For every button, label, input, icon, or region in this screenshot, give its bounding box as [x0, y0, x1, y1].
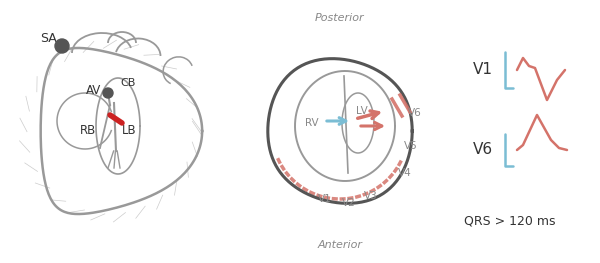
Circle shape	[103, 88, 113, 98]
Text: V4: V4	[398, 168, 412, 178]
Text: QRS > 120 ms: QRS > 120 ms	[464, 215, 556, 227]
Text: Posterior: Posterior	[315, 13, 365, 23]
Text: CB: CB	[120, 78, 136, 88]
Text: SA: SA	[40, 32, 57, 44]
Text: AV: AV	[86, 84, 101, 98]
Text: V1: V1	[318, 194, 332, 204]
Text: V6: V6	[408, 108, 422, 118]
Text: RV: RV	[305, 118, 319, 128]
Text: V5: V5	[404, 141, 418, 151]
Text: V2: V2	[342, 198, 356, 208]
Text: V6: V6	[473, 143, 493, 158]
Circle shape	[55, 39, 69, 53]
Text: LB: LB	[122, 124, 137, 138]
Text: RB: RB	[80, 124, 96, 138]
Text: V1: V1	[473, 63, 493, 78]
Text: V3: V3	[364, 191, 378, 201]
Text: LV: LV	[356, 106, 368, 116]
Text: Anterior: Anterior	[317, 240, 362, 250]
